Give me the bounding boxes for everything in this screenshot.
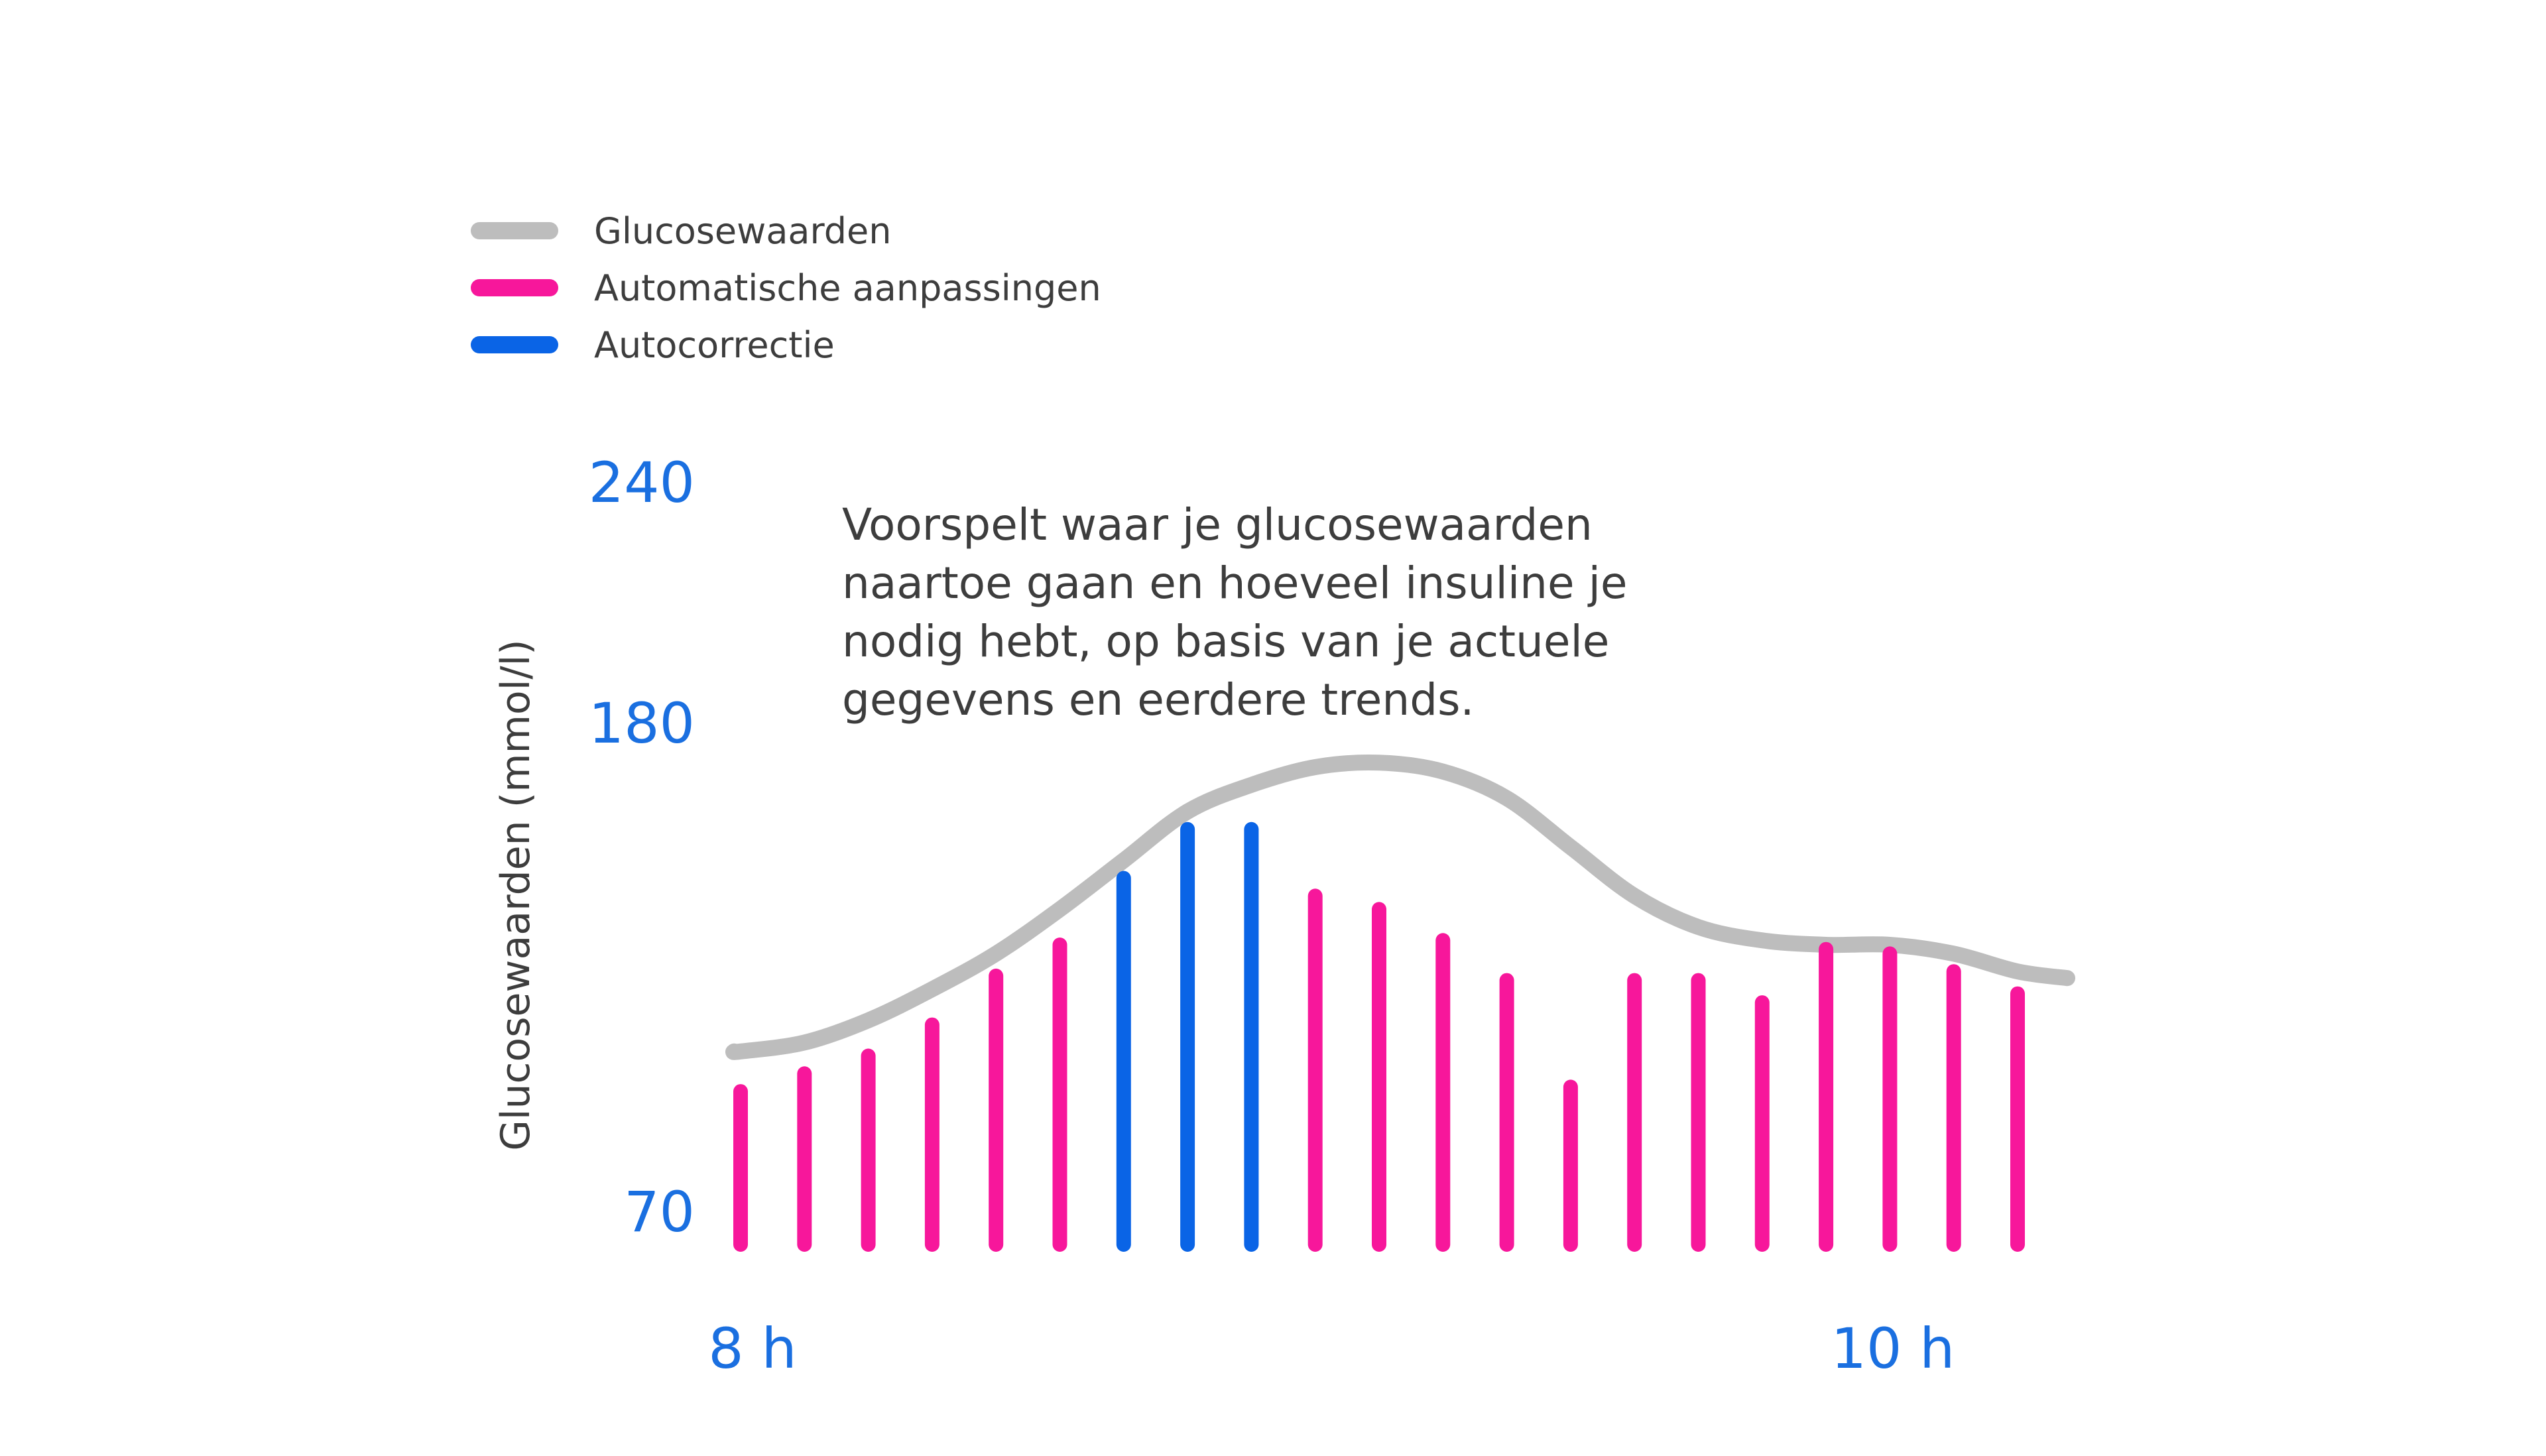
legend-item-automatic: Automatische aanpassingen	[471, 259, 1101, 316]
y-tick-label: 180	[589, 691, 695, 756]
annotation-text: Voorspelt waar je glucosewaarden naartoe…	[842, 499, 1628, 725]
legend-swatch-automatic	[471, 279, 558, 296]
legend-item-autocorrection: Autocorrectie	[471, 316, 1101, 373]
y-tick-label: 70	[624, 1180, 695, 1244]
legend-label-automatic: Automatische aanpassingen	[594, 267, 1101, 309]
y-tick-label: 240	[589, 450, 695, 515]
legend-swatch-autocorrection	[471, 336, 558, 353]
legend-swatch-glucose	[471, 222, 558, 239]
x-tick-label: 10 h	[1831, 1316, 1955, 1381]
legend-label-autocorrection: Autocorrectie	[594, 324, 835, 366]
legend-item-glucose: Glucosewaarden	[471, 202, 1101, 259]
legend: Glucosewaarden Automatische aanpassingen…	[471, 202, 1101, 373]
x-tick-label: 8 h	[708, 1316, 796, 1381]
glucose-curve	[725, 755, 2075, 1060]
legend-label-glucose: Glucosewaarden	[594, 210, 892, 252]
